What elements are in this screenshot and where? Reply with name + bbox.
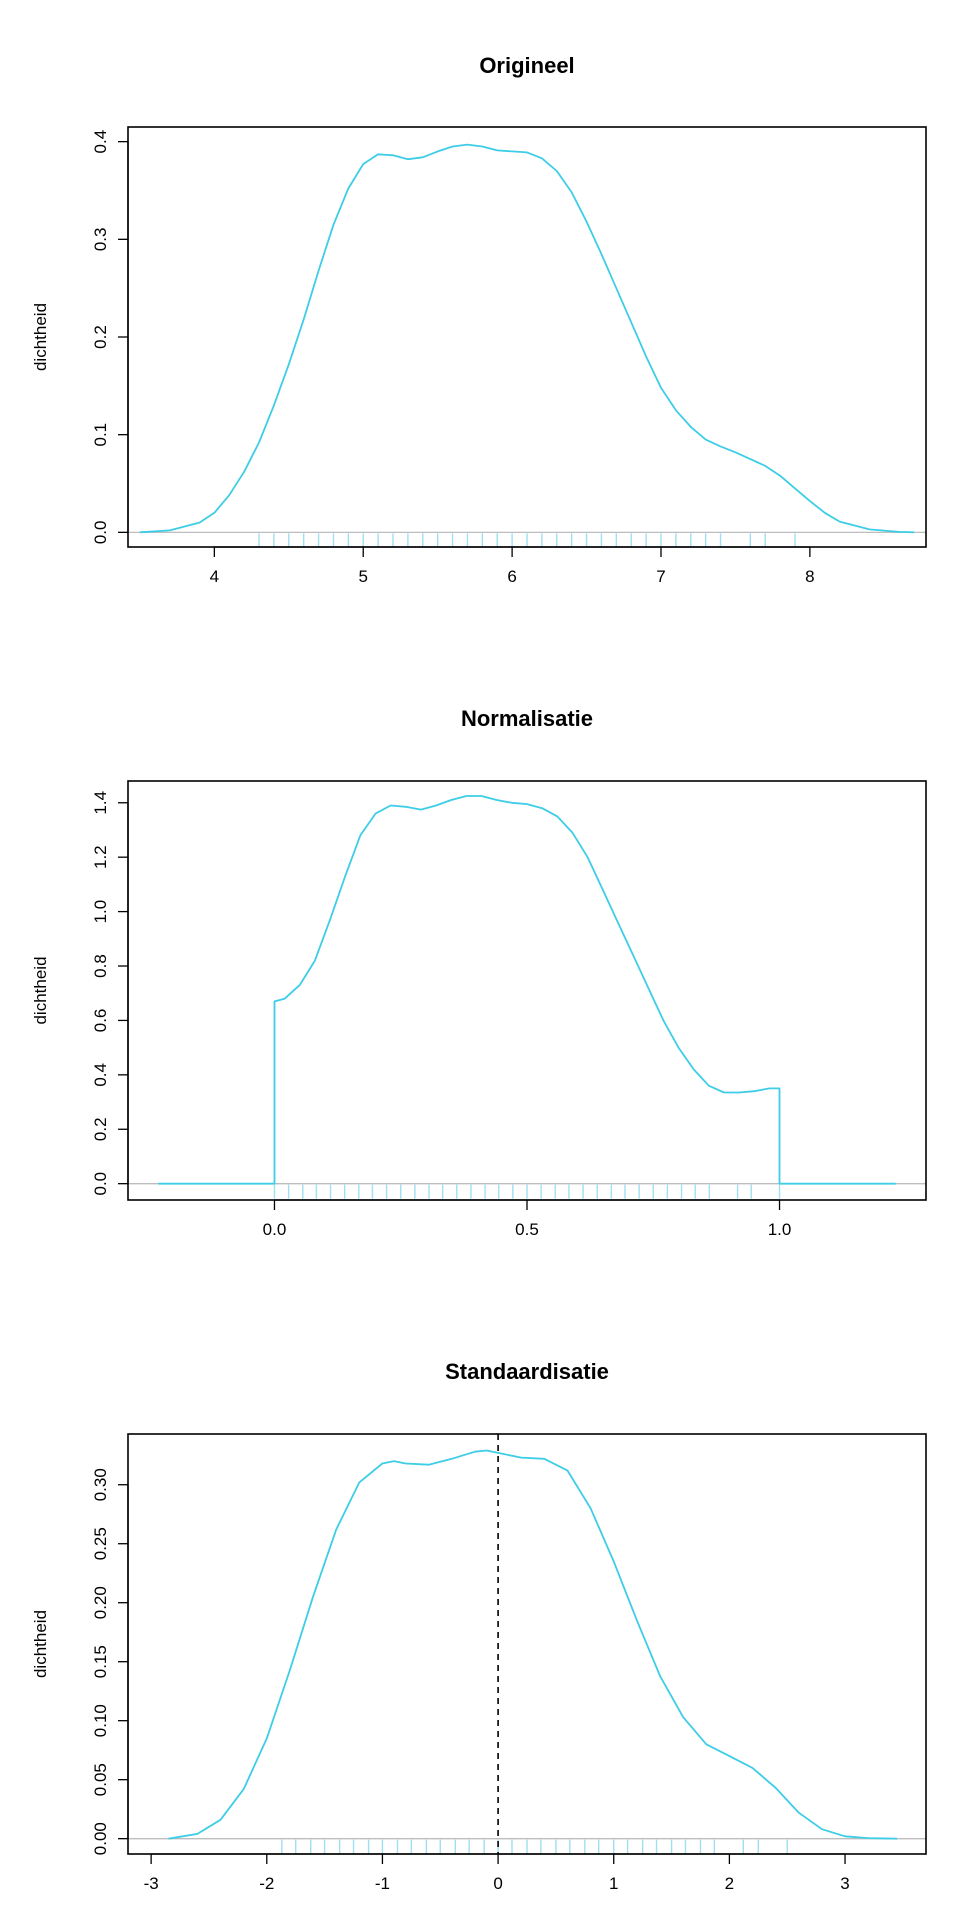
x-tick-label-2: -2 <box>259 1874 274 1893</box>
chart-panel-2: Normalisatie dichtheid 0.0 0.5 1.0 0.0 0.2 0.4 0… <box>31 706 927 1239</box>
y-tick-label-1: 0.00 <box>91 1822 110 1855</box>
y-axis-label: dichtheid <box>31 1610 50 1678</box>
x-tick-label-3: 6 <box>507 567 516 586</box>
chart-title: Standaardisatie <box>445 1359 609 1384</box>
y-tick-label-7: 0.30 <box>91 1468 110 1501</box>
density-curve <box>139 143 915 534</box>
x-tick-label-5: 8 <box>805 567 814 586</box>
y-tick-label-4: 0.15 <box>91 1645 110 1678</box>
y-tick-label-7: 1.2 <box>91 845 110 869</box>
y-tick-label-6: 0.25 <box>91 1527 110 1560</box>
x-tick-label-1: 4 <box>210 567 219 586</box>
chart-panel-3: Standaardisatie dichtheid -3 -2 -1 0 1 2 3 0.00 0.… <box>31 1359 927 1893</box>
y-tick-label-4: 0.6 <box>91 1009 110 1033</box>
x-tick-label-5: 1 <box>609 1874 618 1893</box>
x-tick-label-4: 7 <box>656 567 665 586</box>
y-tick-label-8: 1.4 <box>91 791 110 815</box>
x-tick-label-2: 0.5 <box>515 1220 539 1239</box>
plot-frame <box>127 780 927 1201</box>
x-tick-label-6: 2 <box>725 1874 734 1893</box>
x-tick-label-2: 5 <box>358 567 367 586</box>
y-tick-label-1: 0.0 <box>91 1172 110 1196</box>
chart-panel-1: Origineel dichtheid 4 5 6 7 8 0.0 0.1 0.2 0.3 0.4 <box>31 53 927 586</box>
y-tick-label-6: 1.0 <box>91 900 110 924</box>
y-tick-label-3: 0.10 <box>91 1704 110 1737</box>
chart-title: Normalisatie <box>461 706 593 731</box>
x-tick-label-3: -1 <box>375 1874 390 1893</box>
y-tick-label-4: 0.3 <box>91 228 110 252</box>
x-tick-label-3: 1.0 <box>768 1220 792 1239</box>
chart-title: Origineel <box>479 53 574 78</box>
y-tick-label-5: 0.20 <box>91 1586 110 1619</box>
x-tick-label-1: -3 <box>144 1874 159 1893</box>
y-tick-label-3: 0.2 <box>91 325 110 349</box>
y-axis-label: dichtheid <box>31 303 50 371</box>
y-tick-label-5: 0.4 <box>91 130 110 154</box>
y-tick-label-5: 0.8 <box>91 954 110 978</box>
y-tick-label-2: 0.2 <box>91 1117 110 1141</box>
y-tick-label-2: 0.1 <box>91 423 110 447</box>
y-tick-label-2: 0.05 <box>91 1763 110 1796</box>
density-curve <box>158 795 896 1185</box>
y-axis-label: dichtheid <box>31 956 50 1024</box>
x-tick-label-7: 3 <box>840 1874 849 1893</box>
y-tick-label-1: 0.0 <box>91 521 110 545</box>
y-tick-label-3: 0.4 <box>91 1063 110 1087</box>
x-tick-label-4: 0 <box>493 1874 502 1893</box>
plot-frame <box>127 126 927 548</box>
density-curve <box>168 1449 898 1840</box>
x-tick-label-1: 0.0 <box>263 1220 287 1239</box>
plot-frame <box>127 1433 927 1855</box>
